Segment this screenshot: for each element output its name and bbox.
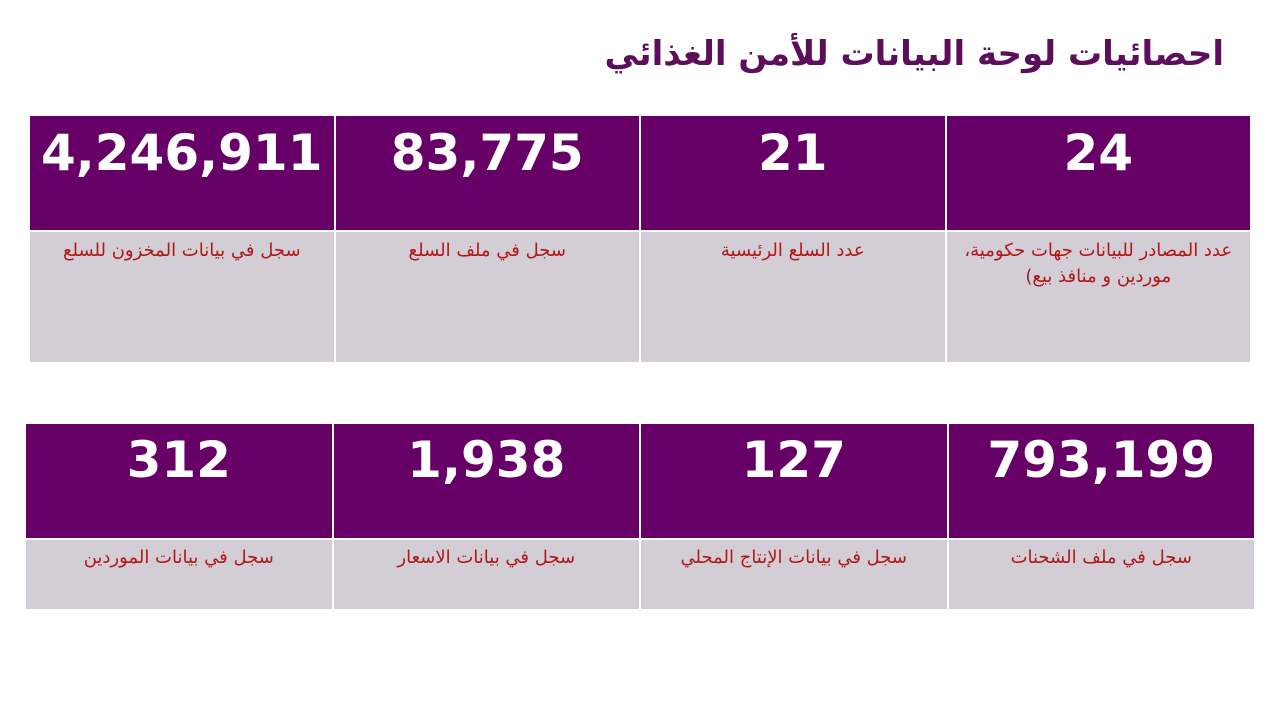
values-row: 793,199 127 1,938 312	[24, 422, 1256, 540]
stat-label-shipment-records: سجل في ملف الشحنات	[946, 538, 1256, 611]
stat-value-commodity-records: 83,775	[333, 114, 641, 232]
stat-value-inventory-records: 4,246,911	[28, 114, 336, 232]
stat-label-main-commodities: عدد السلع الرئيسية	[639, 230, 947, 364]
stats-table-1: 24 21 83,775 4,246,911 عدد المصادر للبيا…	[28, 114, 1252, 364]
page-title: احصائيات لوحة البيانات للأمن الغذائي	[604, 34, 1224, 74]
stat-label-local-production-records: سجل في بيانات الإنتاج المحلي	[639, 538, 949, 611]
labels-row: سجل في ملف الشحنات سجل في بيانات الإنتاج…	[24, 538, 1256, 611]
values-row: 24 21 83,775 4,246,911	[28, 114, 1252, 232]
stat-label-price-records: سجل في بيانات الاسعار	[331, 538, 641, 611]
labels-row: عدد المصادر للبيانات جهات حكومية، موردين…	[28, 230, 1252, 364]
stat-label-sources: عدد المصادر للبيانات جهات حكومية، موردين…	[944, 230, 1252, 364]
stat-value-main-commodities: 21	[639, 114, 947, 232]
stat-value-sources: 24	[944, 114, 1252, 232]
stat-value-shipment-records: 793,199	[946, 422, 1256, 540]
stat-label-commodity-records: سجل في ملف السلع	[333, 230, 641, 364]
stat-value-price-records: 1,938	[331, 422, 641, 540]
stat-label-supplier-records: سجل في بيانات الموردين	[24, 538, 334, 611]
stat-label-inventory-records: سجل في بيانات المخزون للسلع	[28, 230, 336, 364]
stat-value-supplier-records: 312	[24, 422, 334, 540]
stat-value-local-production-records: 127	[639, 422, 949, 540]
stats-table-2: 793,199 127 1,938 312 سجل في ملف الشحنات…	[24, 422, 1256, 611]
